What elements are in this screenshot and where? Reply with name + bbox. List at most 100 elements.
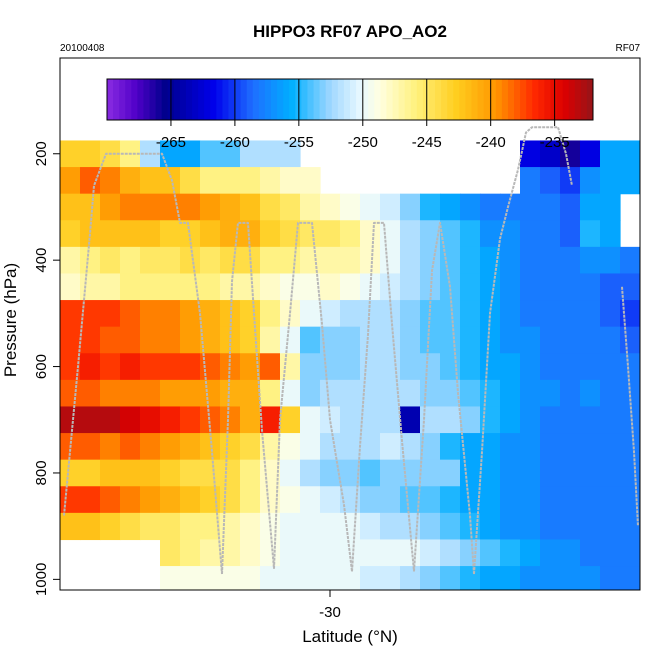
heatmap-cell: [540, 353, 561, 381]
heatmap-cell: [80, 193, 101, 221]
colorbar-swatch: [125, 79, 132, 120]
colorbar-swatch: [507, 79, 515, 120]
heatmap-cell: [120, 353, 141, 381]
colorbar-swatch: [562, 79, 570, 120]
y-tick-label: 600: [33, 354, 50, 379]
heatmap-cell: [420, 512, 441, 541]
heatmap-cell: [500, 512, 521, 541]
heatmap-cell: [420, 539, 441, 567]
profile-line: [221, 221, 275, 575]
heatmap-cell: [80, 273, 101, 301]
colorbar-swatch: [435, 79, 442, 120]
heatmap-cell: [340, 246, 361, 275]
heatmap-cell: [620, 459, 640, 487]
colorbar-swatch: [228, 79, 236, 120]
heatmap-cell: [300, 406, 321, 434]
heatmap-cell: [340, 353, 361, 381]
heatmap-cell: [400, 433, 421, 461]
heatmap-cell: [280, 246, 301, 275]
colorbar-swatch: [271, 79, 278, 120]
heatmap-cell: [460, 300, 481, 328]
heatmap-cell: [600, 353, 621, 381]
heatmap-cell: [120, 300, 141, 328]
colorbar-swatch: [483, 79, 491, 120]
heatmap-cell: [560, 539, 581, 567]
heatmap-cell: [240, 459, 261, 487]
heatmap-cell: [300, 433, 321, 461]
heatmap-cell: [520, 353, 541, 381]
heatmap-cell: [460, 379, 481, 408]
heatmap-cell: [480, 379, 501, 408]
heatmap-cell: [200, 539, 221, 567]
heatmap-cell: [100, 167, 121, 195]
heatmap-cell: [80, 353, 101, 381]
heatmap-cell: [480, 273, 501, 301]
heatmap-cell: [240, 140, 261, 168]
heatmap-cell: [580, 486, 601, 514]
profile-line: [351, 221, 415, 572]
heatmap-cell: [460, 353, 481, 381]
heatmap-cell: [460, 326, 481, 354]
heatmap-cell: [180, 353, 201, 381]
colorbar-swatch: [179, 79, 187, 120]
heatmap-cell: [340, 406, 361, 434]
heatmap-cell: [240, 512, 261, 541]
heatmap-cell: [480, 486, 501, 514]
heatmap-cell: [600, 326, 621, 354]
heatmap-cell: [200, 566, 221, 590]
heatmap-cell: [580, 353, 601, 381]
heatmap-cell: [220, 459, 241, 487]
colorbar-swatch: [459, 79, 466, 120]
heatmap-cell: [480, 512, 501, 541]
heatmap-cell: [540, 273, 561, 301]
heatmap-cell: [260, 140, 281, 168]
colorbar-swatch: [441, 79, 448, 120]
heatmap-cell: [200, 379, 221, 408]
heatmap-cell: [580, 406, 601, 434]
heatmap-cell: [480, 246, 501, 275]
y-tick-label: 800: [33, 460, 50, 485]
heatmap-cell: [260, 539, 281, 567]
heatmap-cell: [320, 220, 341, 248]
colorbar-swatch: [185, 79, 193, 120]
heatmap-cell: [260, 433, 281, 461]
heatmap-cell: [300, 326, 321, 354]
heatmap-cell: [100, 193, 121, 221]
heatmap-cell: [520, 193, 541, 221]
heatmap-cell: [340, 433, 361, 461]
heatmap-cell: [60, 353, 81, 381]
colorbar-swatch: [143, 79, 151, 120]
colorbar-swatch: [277, 79, 284, 120]
heatmap-cell: [160, 273, 181, 301]
heatmap-cell: [580, 140, 601, 168]
heatmap-cell: [480, 433, 501, 461]
heatmap-cell: [140, 167, 161, 195]
heatmap-cell: [500, 379, 521, 408]
heatmap-cell: [100, 406, 121, 434]
heatmap-cell: [160, 406, 181, 434]
heatmap-cell: [280, 273, 301, 301]
heatmap-cell: [500, 566, 521, 590]
heatmap-cell: [240, 379, 261, 408]
heatmap-cell: [560, 379, 581, 408]
heatmap-cell: [620, 167, 640, 195]
heatmap-cell: [140, 300, 161, 328]
heatmap-cell: [160, 459, 181, 487]
heatmap-cell: [400, 379, 421, 408]
colorbar-swatch: [331, 79, 339, 120]
colorbar-swatch: [514, 79, 521, 120]
heatmap-cell: [520, 406, 541, 434]
heatmap-cell: [280, 433, 301, 461]
heatmap-cell: [320, 379, 341, 408]
heatmap-cell: [620, 246, 640, 275]
heatmap-cell: [160, 512, 181, 541]
colorbar-swatch: [192, 79, 199, 120]
heatmap-cell: [600, 220, 621, 248]
heatmap-cell: [600, 140, 621, 168]
heatmap-cell: [580, 193, 601, 221]
colorbar-swatch: [526, 79, 533, 120]
date-label: 20100408: [60, 43, 105, 54]
heatmap-cell: [440, 539, 461, 567]
colorbar-tick-label: -265: [156, 134, 186, 151]
heatmap-cell: [400, 246, 421, 275]
